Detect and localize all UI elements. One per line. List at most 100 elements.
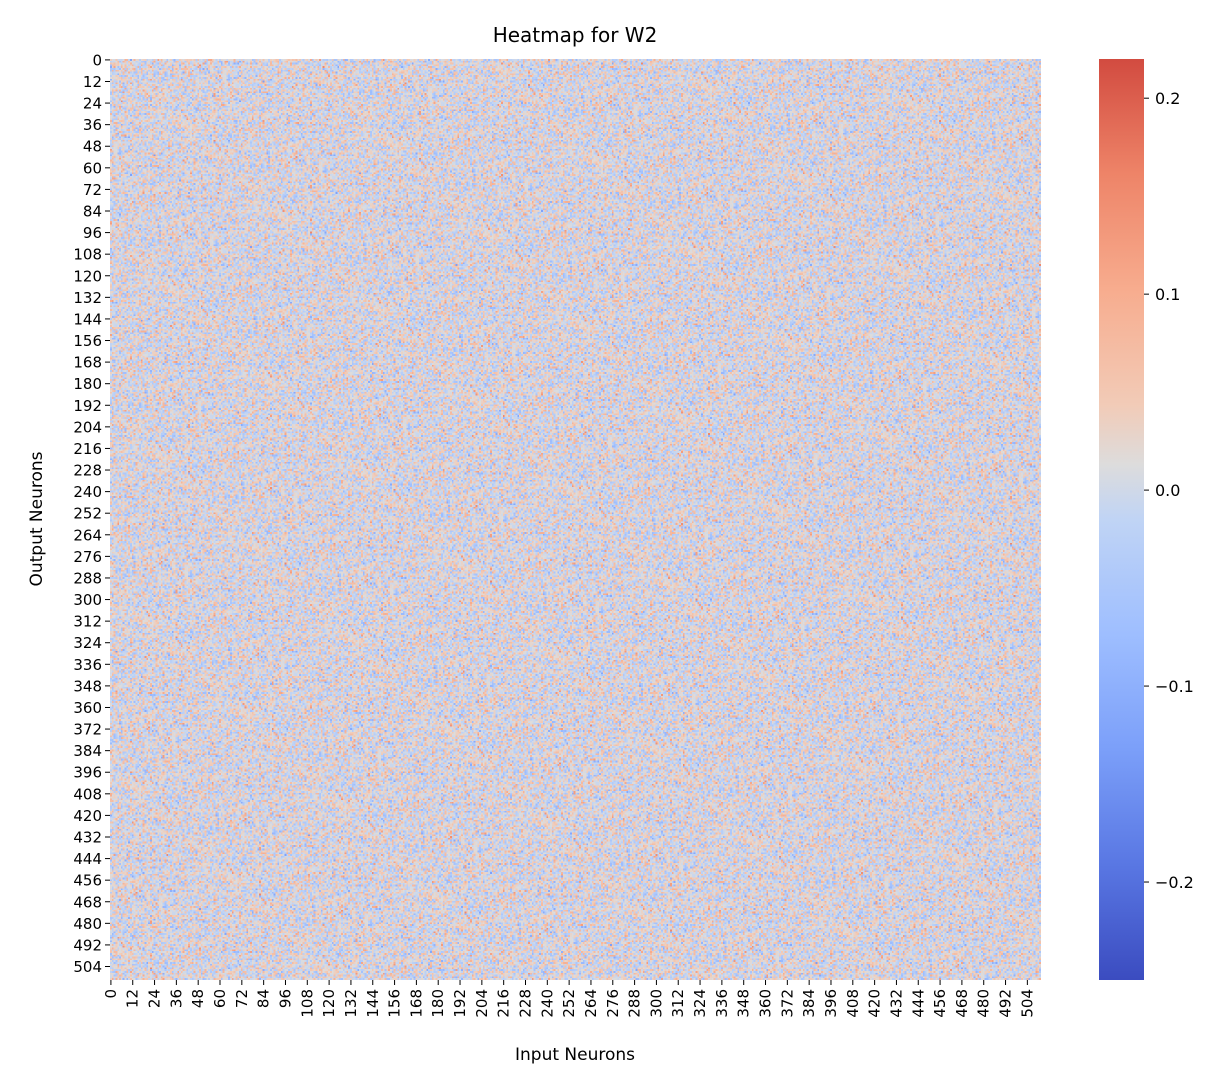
y-axis-ticks: 0 12 24 36 48 60 72 84 96 108 120 132 144 156 168 180 19… [73,51,110,976]
y-tick-label: 204 [73,418,102,436]
y-tick-label: 468 [73,893,102,911]
x-tick-label: 396 [822,989,840,1018]
x-tick-label: 144 [364,989,382,1018]
x-tick-label: 120 [320,989,338,1018]
x-tick-label: 0 [102,989,120,999]
x-axis-label: Input Neurons [515,1045,635,1065]
y-tick-label: 444 [73,850,102,868]
colorbar-tick-label: −0.2 [1155,873,1194,892]
heatmap-plot-area [110,59,1041,980]
y-tick-label: 240 [73,483,102,501]
x-tick-label: 504 [1018,989,1036,1018]
x-tick-label: 300 [647,989,665,1018]
x-tick-label: 360 [757,989,775,1018]
x-tick-label: 216 [495,989,513,1018]
colorbar-tick-label: 0.1 [1155,285,1180,304]
x-tick-label: 240 [538,989,556,1018]
y-tick-label: 504 [73,958,102,976]
x-axis-ticks: 0 12 24 36 48 60 72 84 96 108 120 132 144 156 168 180 19… [102,980,1036,1018]
x-tick-label: 420 [866,989,884,1018]
x-tick-label: 60 [211,989,229,1008]
y-tick-label: 216 [73,440,102,458]
y-tick-label: 276 [73,548,102,566]
y-tick-label: 264 [73,526,102,544]
y-tick-label: 12 [83,73,102,91]
y-tick-label: 132 [73,289,102,307]
y-tick-label: 408 [73,785,102,803]
y-tick-label: 348 [73,677,102,695]
y-tick-label: 84 [83,203,102,221]
y-tick-label: 180 [73,375,102,393]
y-tick-label: 0 [92,51,102,69]
x-tick-label: 312 [669,989,687,1018]
y-tick-label: 432 [73,828,102,846]
y-tick-label: 60 [83,159,102,177]
y-tick-label: 396 [73,764,102,782]
x-tick-label: 132 [342,989,360,1018]
x-tick-label: 84 [255,989,273,1008]
x-tick-label: 156 [386,989,404,1018]
x-tick-label: 432 [887,989,905,1018]
x-tick-label: 276 [604,989,622,1018]
heatmap-cells [110,59,1041,980]
x-tick-label: 36 [167,989,185,1008]
y-tick-label: 228 [73,462,102,480]
y-tick-label: 492 [73,936,102,954]
y-tick-label: 252 [73,505,102,523]
x-tick-label: 108 [298,989,316,1018]
x-tick-label: 324 [691,989,709,1018]
y-tick-label: 48 [83,138,102,156]
y-tick-label: 156 [73,332,102,350]
x-tick-label: 264 [582,989,600,1018]
y-tick-label: 372 [73,721,102,739]
colorbar-gradient [1099,59,1144,980]
y-tick-label: 144 [73,310,102,328]
y-tick-label: 312 [73,613,102,631]
colorbar: 0.2 0.1 0.0 −0.1 −0.2 [1099,59,1194,980]
colorbar-tick-label: 0.2 [1155,89,1180,108]
x-tick-label: 384 [800,989,818,1018]
x-tick-label: 96 [276,989,294,1008]
x-tick-label: 288 [626,989,644,1018]
x-tick-label: 48 [189,989,207,1008]
y-tick-label: 288 [73,569,102,587]
x-tick-label: 252 [560,989,578,1018]
y-tick-label: 72 [83,181,102,199]
colorbar-ticks: 0.2 0.1 0.0 −0.1 −0.2 [1144,89,1194,892]
x-tick-label: 180 [429,989,447,1018]
y-tick-label: 480 [73,915,102,933]
x-tick-label: 408 [844,989,862,1018]
x-tick-label: 348 [735,989,753,1018]
y-tick-label: 192 [73,397,102,415]
x-tick-label: 228 [516,989,534,1018]
y-tick-label: 420 [73,807,102,825]
x-tick-label: 492 [997,989,1015,1018]
x-tick-label: 12 [124,989,142,1008]
chart-title: Heatmap for W2 [493,23,658,47]
x-tick-label: 456 [931,989,949,1018]
y-tick-label: 324 [73,634,102,652]
y-tick-label: 384 [73,742,102,760]
x-tick-label: 24 [146,989,164,1008]
y-tick-label: 96 [83,224,102,242]
x-tick-label: 468 [953,989,971,1018]
y-tick-label: 300 [73,591,102,609]
y-tick-label: 36 [83,116,102,134]
x-tick-label: 204 [473,989,491,1018]
y-tick-label: 360 [73,699,102,717]
y-axis-label: Output Neurons [27,451,47,586]
y-tick-label: 120 [73,267,102,285]
x-tick-label: 444 [909,989,927,1018]
x-tick-label: 168 [407,989,425,1018]
x-tick-label: 480 [975,989,993,1018]
y-tick-label: 108 [73,246,102,264]
y-tick-label: 456 [73,872,102,890]
y-tick-label: 336 [73,656,102,674]
x-tick-label: 336 [713,989,731,1018]
y-tick-label: 24 [83,95,102,113]
x-tick-label: 372 [778,989,796,1018]
colorbar-tick-label: −0.1 [1155,677,1194,696]
x-tick-label: 192 [451,989,469,1018]
x-tick-label: 72 [233,989,251,1008]
